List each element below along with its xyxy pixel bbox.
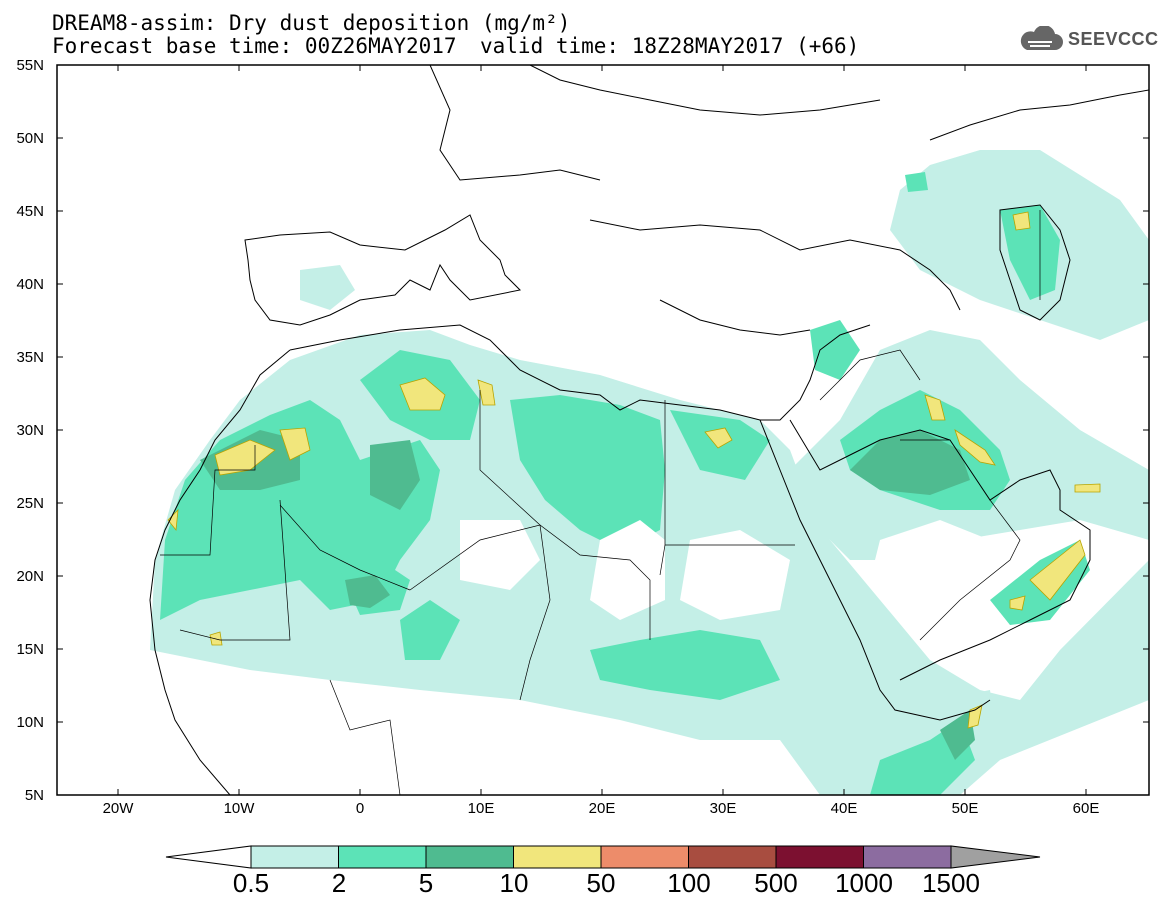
lon-label: 20E (588, 800, 616, 817)
lon-label: 60E (1072, 800, 1100, 817)
seevccc-logo: SEEVCCC (1018, 26, 1159, 52)
colorbar-label: 50 (586, 868, 616, 898)
colorbar-box (600, 845, 689, 869)
cloud-icon (1020, 26, 1063, 50)
lat-label: 10N (16, 714, 44, 731)
dust-contour-light (150, 150, 1149, 795)
colorbar-label: 1000 (835, 868, 893, 898)
colorbar-label: 500 (754, 868, 798, 898)
colorbar-label: 5 (418, 868, 434, 898)
colorbar-box (425, 845, 514, 869)
logo-text: SEEVCCC (1068, 28, 1159, 49)
map-title: DREAM8-assim: Dry dust deposition (mg/m²… (52, 11, 571, 35)
colorbar-label: 100 (667, 868, 711, 898)
axis-ticks (57, 64, 1149, 795)
colorbar-box (688, 845, 777, 869)
colorbar-box (250, 845, 339, 869)
lon-label: 10W (223, 800, 255, 817)
lat-label: 45N (16, 203, 44, 220)
colorbar-high-triangle (950, 845, 1041, 869)
lon-label: 50E (951, 800, 979, 817)
dust-contour-dark (200, 430, 975, 760)
valid-time: valid time: 18Z28MAY2017 (+66) (480, 34, 860, 58)
dust-contour-high (167, 211, 1101, 729)
lon-label: 20W (102, 800, 134, 817)
colorbar-label: 0.5 (232, 868, 270, 898)
colorbar-low-triangle (165, 845, 252, 869)
forecast-base-time: Forecast base time: 00Z26MAY2017 (52, 34, 457, 58)
lon-label: 40E (830, 800, 858, 817)
colorbar-box (775, 845, 864, 869)
colorbar-label: 1500 (922, 868, 980, 898)
lon-label: 0 (355, 800, 365, 817)
lon-label: 30E (709, 800, 737, 817)
lat-label: 25N (16, 495, 44, 512)
no-deposition-areas (460, 520, 990, 620)
lat-label: 30N (16, 422, 44, 439)
coastlines (149, 65, 1149, 795)
lon-label: 10E (467, 800, 495, 817)
dust-contour-medium (160, 172, 1090, 795)
colorbar-label: 10 (499, 868, 529, 898)
lat-label: 5N (24, 787, 44, 804)
colorbar-label: 2 (331, 868, 347, 898)
colorbar-box (338, 845, 427, 869)
lat-label: 40N (16, 276, 44, 293)
lat-label: 15N (16, 641, 44, 658)
colorbar-box (513, 845, 602, 869)
country-borders (160, 210, 1041, 795)
map-frame (56, 64, 1150, 796)
lat-label: 55N (16, 57, 44, 74)
lat-label: 50N (16, 130, 44, 147)
colorbar-box (863, 845, 952, 869)
lat-label: 20N (16, 568, 44, 585)
lat-label: 35N (16, 349, 44, 366)
